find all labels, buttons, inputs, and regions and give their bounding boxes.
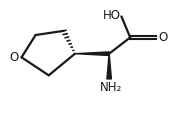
Text: O: O: [9, 51, 18, 64]
Polygon shape: [75, 52, 109, 55]
Polygon shape: [107, 54, 111, 79]
Text: O: O: [158, 31, 167, 44]
Text: HO: HO: [103, 9, 121, 22]
Text: NH₂: NH₂: [100, 81, 122, 94]
